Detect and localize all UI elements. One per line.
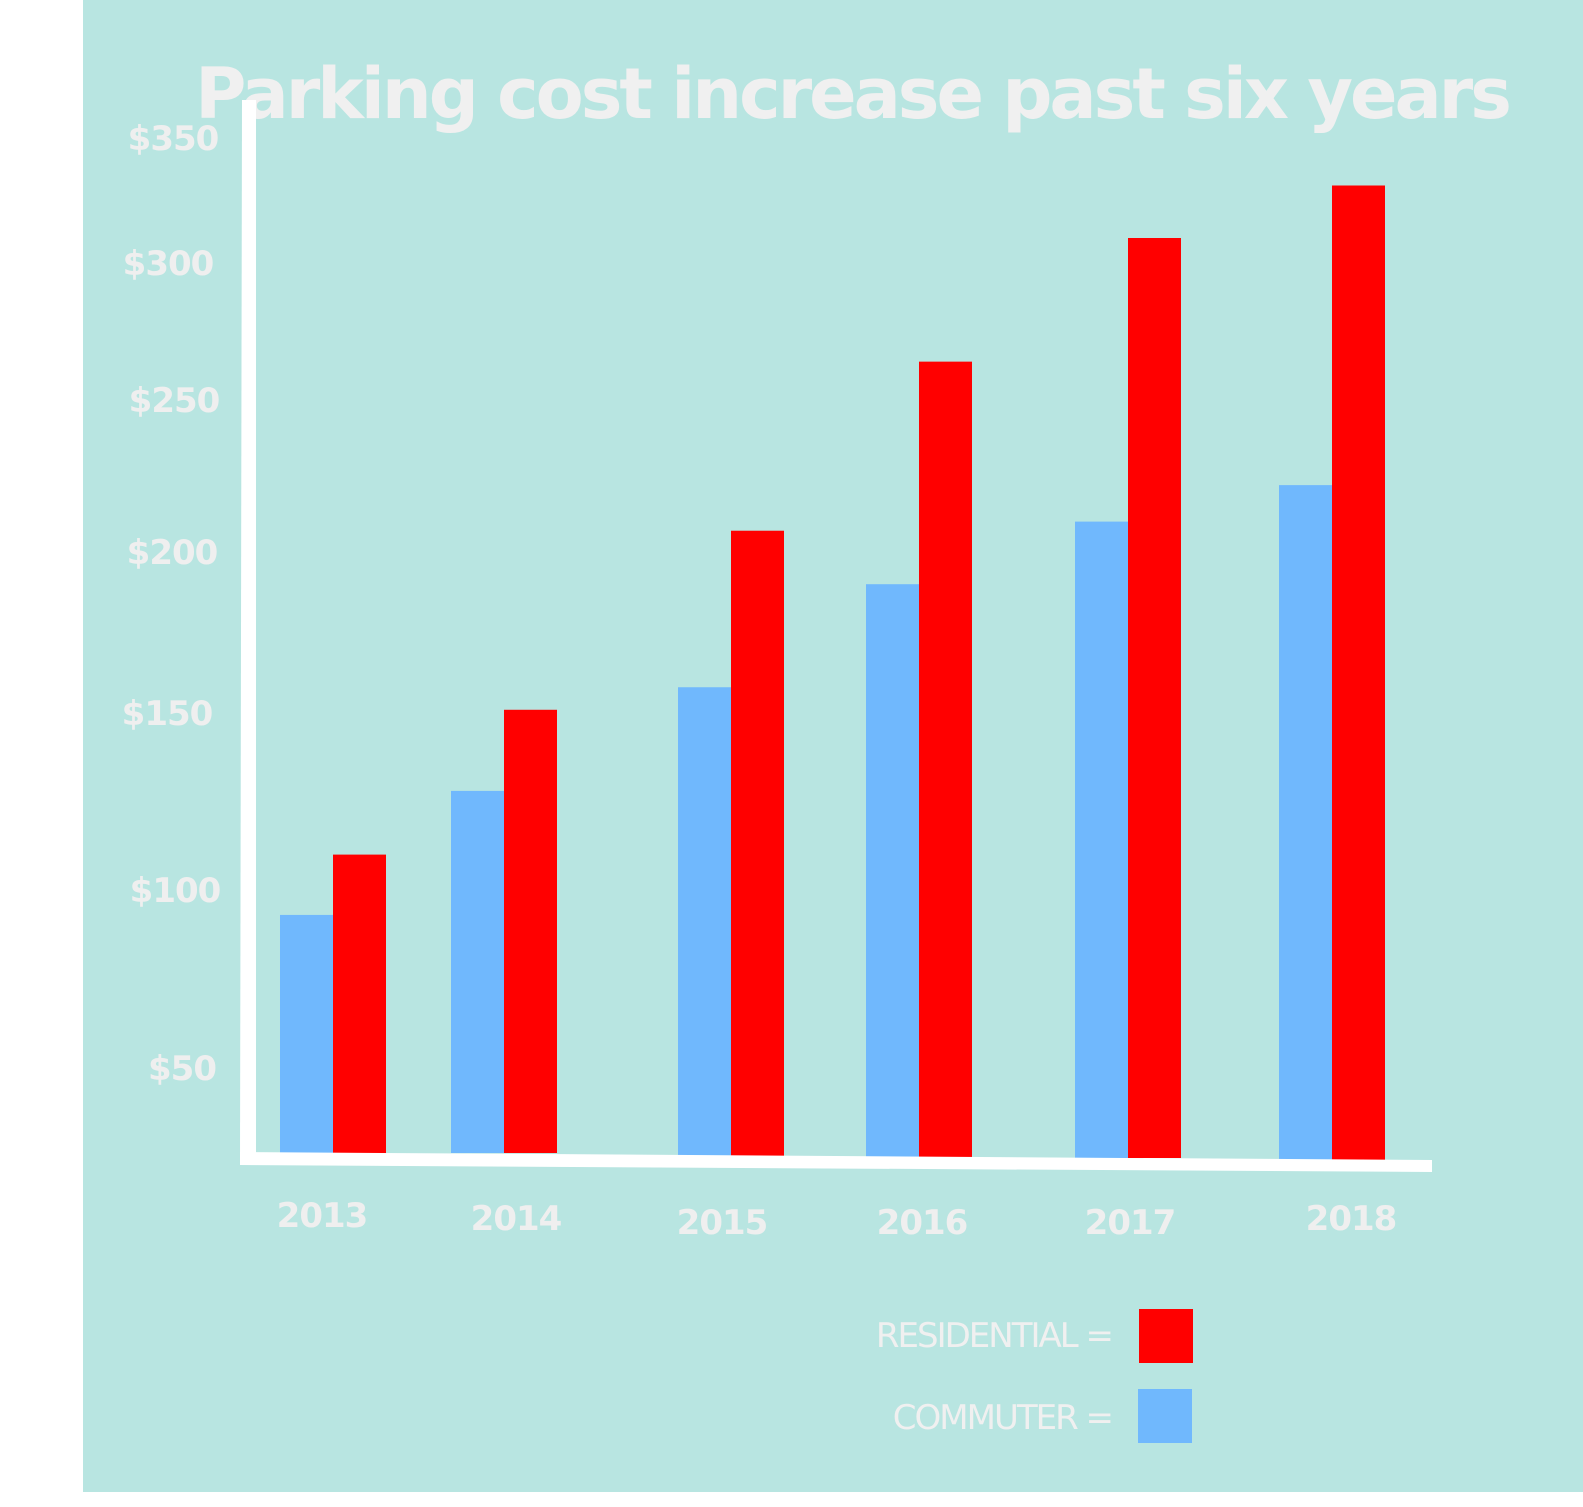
bars (280, 185, 1385, 1160)
x-axis-line (240, 1152, 1432, 1172)
y-tick-label: $300 (123, 244, 214, 284)
legend-swatch-commuter (1138, 1389, 1192, 1443)
y-axis-line (240, 100, 256, 1165)
x-axis-ticks: 2013 2014 2015 2016 2017 2018 (277, 1196, 1398, 1243)
bar-residential-2015 (731, 530, 784, 1156)
bar-residential-2013 (333, 854, 386, 1154)
y-tick-label: $50 (148, 1049, 216, 1089)
bar-residential-2014 (504, 709, 557, 1153)
bar-commuter-2015 (678, 687, 731, 1156)
legend-swatch-residential (1139, 1309, 1193, 1363)
chart-title: Parking cost increase past six years (195, 53, 1509, 135)
y-tick-label: $200 (127, 533, 218, 573)
bar-commuter-2013 (280, 914, 333, 1154)
x-tick-label: 2015 (677, 1203, 768, 1243)
x-tick-label: 2013 (277, 1196, 368, 1236)
axes (240, 100, 1432, 1172)
x-tick-label: 2016 (877, 1203, 968, 1243)
y-tick-label: $250 (129, 381, 220, 421)
bar-residential-2017 (1128, 238, 1181, 1158)
bar-commuter-2014 (451, 790, 504, 1153)
x-tick-label: 2014 (471, 1199, 562, 1239)
bar-commuter-2017 (1075, 521, 1128, 1158)
y-tick-label: $350 (128, 119, 219, 159)
legend-label-residential: RESIDENTIAL = (876, 1316, 1112, 1356)
legend: RESIDENTIAL = COMMUTER = (876, 1309, 1193, 1443)
x-tick-label: 2018 (1306, 1199, 1397, 1239)
legend-label-commuter: COMMUTER = (893, 1398, 1112, 1438)
x-tick-label: 2017 (1085, 1203, 1176, 1243)
bar-residential-2016 (919, 361, 972, 1158)
bar-commuter-2018 (1279, 485, 1332, 1160)
bar-commuter-2016 (866, 584, 919, 1158)
y-tick-label: $100 (130, 871, 221, 911)
y-axis-ticks: $50 $100 $150 $200 $250 $300 $350 (122, 119, 222, 1089)
y-tick-label: $150 (122, 694, 213, 734)
bar-residential-2018 (1332, 185, 1385, 1160)
